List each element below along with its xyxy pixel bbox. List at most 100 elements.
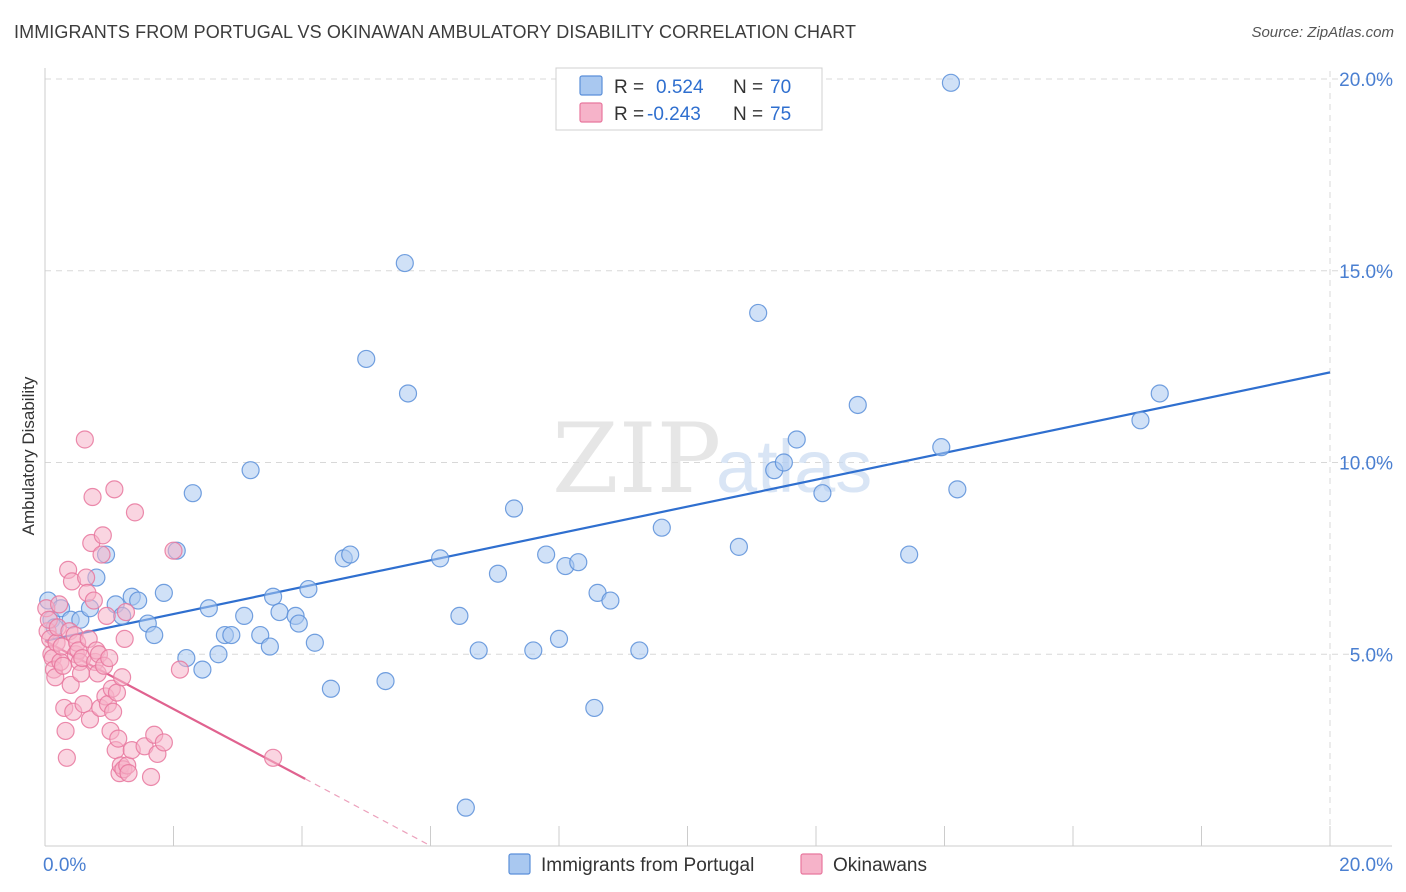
portugal-point bbox=[395, 253, 414, 273]
okinawans-point bbox=[83, 487, 102, 507]
portugal-point bbox=[787, 430, 806, 449]
portugal-point bbox=[431, 549, 450, 568]
portugal-point bbox=[341, 545, 360, 564]
correlation-legend: R = 0.524 N = 70 R = -0.243 N = 75 bbox=[555, 67, 823, 131]
portugal-point bbox=[129, 591, 148, 610]
portugal-point bbox=[398, 384, 418, 403]
okinawans-point bbox=[71, 664, 91, 683]
okinawans-point bbox=[164, 541, 183, 560]
portugal-point bbox=[154, 583, 173, 602]
source-credit: Source: ZipAtlas.com bbox=[1251, 24, 1394, 41]
y-axis-title: Ambulatory Disability bbox=[19, 376, 38, 535]
okinawans-point bbox=[141, 767, 161, 787]
portugal-point bbox=[260, 637, 279, 656]
okinawans-point bbox=[170, 660, 190, 679]
y-tick-label: 5.0% bbox=[1350, 645, 1393, 666]
portugal-point bbox=[289, 614, 308, 633]
okinawans-point bbox=[116, 602, 136, 622]
okinawans-point bbox=[112, 668, 132, 687]
okinawans-point bbox=[61, 675, 80, 695]
okinawans-point bbox=[56, 721, 75, 741]
series-legend-label-okinawans: Okinawans bbox=[833, 855, 927, 876]
portugal-point bbox=[305, 633, 324, 652]
okinawans-point bbox=[119, 764, 138, 783]
okinawans-point bbox=[92, 545, 111, 564]
series-legend: Immigrants from Portugal Okinawans bbox=[508, 853, 927, 876]
legend-n-label-okinawans: N = bbox=[733, 104, 763, 125]
portugal-point bbox=[813, 484, 832, 503]
portugal-point bbox=[183, 484, 202, 503]
y-tick-label: 15.0% bbox=[1339, 262, 1393, 283]
okinawans-point bbox=[109, 729, 128, 748]
portugal-point bbox=[652, 518, 671, 537]
portugal-point bbox=[585, 698, 604, 718]
portugal-point bbox=[199, 599, 218, 618]
portugal-point bbox=[270, 602, 289, 622]
portugal-point bbox=[630, 641, 649, 660]
legend-r-value-okinawans: -0.243 bbox=[647, 104, 701, 125]
portugal-point bbox=[549, 629, 569, 649]
portugal-point bbox=[1150, 384, 1169, 403]
portugal-trend-line bbox=[44, 371, 1331, 642]
okinawans-point bbox=[125, 503, 145, 522]
watermark-zip: ZIP bbox=[552, 403, 721, 515]
portugal-point bbox=[209, 645, 228, 664]
okinawans-point bbox=[100, 648, 119, 668]
portugal-point bbox=[900, 545, 919, 564]
portugal-point bbox=[222, 625, 241, 645]
portugal-point bbox=[774, 453, 793, 472]
okinawans-point bbox=[97, 606, 116, 626]
portugal-point bbox=[235, 606, 254, 626]
series-legend-swatch-okinawans bbox=[800, 853, 823, 875]
portugal-point bbox=[729, 537, 749, 556]
portugal-point bbox=[145, 625, 164, 645]
portugal-point bbox=[299, 579, 318, 599]
okinawans-point bbox=[105, 480, 124, 499]
okinawans-point bbox=[84, 591, 103, 610]
legend-r-label-portugal: R = bbox=[614, 77, 644, 98]
portugal-point bbox=[848, 395, 867, 415]
legend-n-value-okinawans: 75 bbox=[770, 104, 791, 125]
portugal-point bbox=[241, 461, 260, 480]
portugal-point bbox=[321, 679, 341, 698]
okinawans-point bbox=[104, 702, 123, 721]
legend-r-value-portugal: 0.524 bbox=[656, 77, 704, 98]
okinawans-point bbox=[74, 695, 93, 714]
data-points bbox=[37, 73, 1169, 817]
okinawans-point bbox=[93, 526, 112, 545]
portugal-point bbox=[193, 660, 212, 679]
portugal-point bbox=[488, 564, 508, 583]
portugal-point bbox=[601, 591, 620, 610]
okinawans-trend-extension bbox=[304, 778, 428, 845]
portugal-point bbox=[749, 303, 768, 323]
portugal-point bbox=[263, 587, 283, 606]
series-legend-swatch-portugal bbox=[508, 853, 531, 875]
x-tick-label: 0.0% bbox=[43, 855, 86, 876]
portugal-point bbox=[376, 671, 395, 691]
axes bbox=[44, 68, 1392, 847]
portugal-point bbox=[948, 480, 967, 499]
portugal-point bbox=[469, 641, 488, 660]
portugal-point bbox=[1131, 411, 1150, 430]
portugal-point bbox=[456, 798, 475, 817]
legend-swatch-okinawans bbox=[579, 102, 603, 123]
portugal-point bbox=[357, 349, 376, 369]
okinawans-point bbox=[77, 568, 96, 587]
portugal-point bbox=[941, 73, 961, 92]
okinawans-point bbox=[75, 430, 94, 449]
portugal-point bbox=[932, 438, 951, 457]
portugal-point bbox=[524, 641, 543, 660]
watermark: ZIP atlas bbox=[552, 403, 872, 515]
okinawans-point bbox=[154, 733, 173, 752]
y-tick-label: 10.0% bbox=[1339, 454, 1393, 475]
okinawans-point bbox=[107, 683, 127, 702]
okinawans-point bbox=[80, 710, 100, 729]
portugal-point bbox=[537, 545, 556, 564]
okinawans-point bbox=[50, 595, 69, 614]
tick-labels: 5.0% 10.0% 15.0% 20.0% 0.0% 20.0% bbox=[43, 70, 1393, 876]
okinawans-point bbox=[115, 629, 134, 649]
okinawans-point bbox=[263, 748, 283, 767]
series-legend-label-portugal: Immigrants from Portugal bbox=[541, 855, 754, 876]
x-tick-label: 20.0% bbox=[1339, 855, 1393, 876]
